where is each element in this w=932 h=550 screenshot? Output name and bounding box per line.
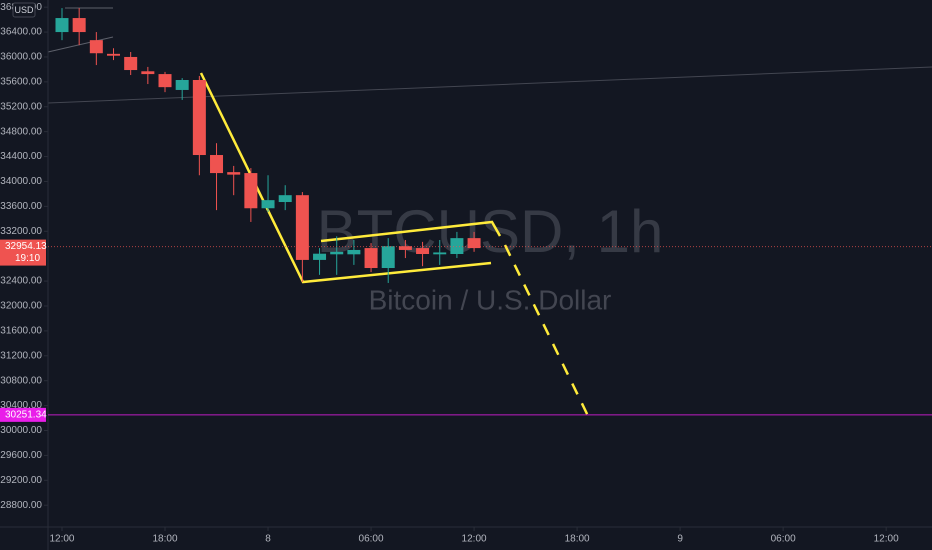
candle-body xyxy=(278,195,292,203)
candle-body xyxy=(107,53,121,56)
countdown-label: 19:10 xyxy=(15,253,40,264)
x-tick-label: 12:00 xyxy=(874,534,899,545)
x-tick-label: 06:00 xyxy=(359,534,384,545)
candle-body xyxy=(227,172,241,175)
y-tick-label: 34800.00 xyxy=(0,126,42,137)
x-tick-label: 18:00 xyxy=(565,534,590,545)
y-tick-label: 31600.00 xyxy=(0,326,42,337)
currency-badge xyxy=(12,2,36,18)
candle-body xyxy=(433,252,447,255)
y-tick-label: 32000.00 xyxy=(0,301,42,312)
candle-body xyxy=(158,74,172,88)
y-tick-label: 36400.00 xyxy=(0,27,42,38)
y-tick-label: 36000.00 xyxy=(0,52,42,63)
candle-body xyxy=(72,18,86,33)
y-tick-label: 34400.00 xyxy=(0,151,42,162)
candle-body xyxy=(313,253,327,260)
x-tick-label: 18:00 xyxy=(152,534,177,545)
candle-body xyxy=(295,195,309,260)
y-tick-label: 29600.00 xyxy=(0,450,42,461)
y-tick-label: 30000.00 xyxy=(0,425,42,436)
y-tick-label: 32400.00 xyxy=(0,276,42,287)
candle-body xyxy=(398,246,412,250)
x-tick-label: 8 xyxy=(265,534,271,545)
candle-body xyxy=(175,79,189,90)
y-tick-label: 30800.00 xyxy=(0,375,42,386)
last-price-label: 32954.13 xyxy=(5,241,47,252)
candle-body xyxy=(210,155,224,174)
candle-body xyxy=(347,249,361,255)
y-tick-label: 33200.00 xyxy=(0,226,42,237)
x-tick-label: 12:00 xyxy=(49,534,74,545)
candle-body xyxy=(364,248,378,269)
candle-body xyxy=(124,56,138,71)
candle-body xyxy=(381,246,395,269)
y-tick-label: 34000.00 xyxy=(0,176,42,187)
currency-label: USD xyxy=(14,5,34,15)
x-tick-label: 9 xyxy=(677,534,683,545)
alert-badge xyxy=(0,407,46,422)
candle-body xyxy=(55,18,69,33)
candle-body xyxy=(416,248,430,255)
y-tick-label: 31200.00 xyxy=(0,350,42,361)
x-tick-label: 12:00 xyxy=(462,534,487,545)
candle-body xyxy=(467,238,481,249)
y-tick-label: 35600.00 xyxy=(0,77,42,88)
candle-body xyxy=(261,200,275,209)
candle-body xyxy=(141,71,155,75)
alert-label: 30251.34 xyxy=(5,409,47,420)
last-price-badge xyxy=(0,239,46,266)
x-tick-label: 06:00 xyxy=(771,534,796,545)
watermark-description: Bitcoin / U.S. Dollar xyxy=(369,284,612,315)
y-tick-label: 29200.00 xyxy=(0,475,42,486)
y-tick-label: 33600.00 xyxy=(0,201,42,212)
candle-body xyxy=(450,238,464,255)
y-tick-label: 30400.00 xyxy=(0,400,42,411)
y-tick-label: 35200.00 xyxy=(0,101,42,112)
candle-body xyxy=(330,251,344,255)
y-tick-label: 28800.00 xyxy=(0,500,42,511)
candle-body xyxy=(244,173,258,209)
candle-body xyxy=(89,40,103,54)
candle-body xyxy=(192,79,206,156)
